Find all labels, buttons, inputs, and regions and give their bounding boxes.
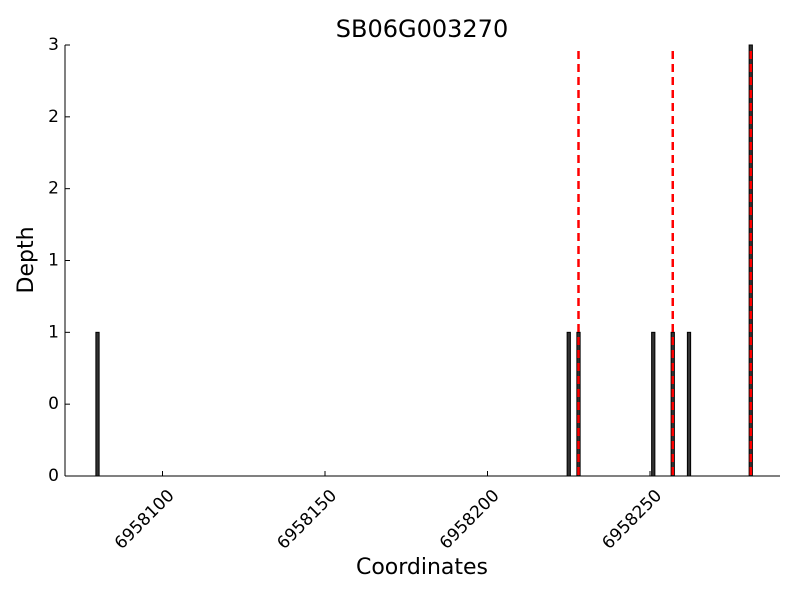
y-tick-label: 0 [48,466,59,486]
y-tick-label: 1 [48,322,59,342]
y-tick-label: 3 [48,35,59,55]
bar [95,331,100,477]
y-tick-label: 2 [48,179,59,199]
bar [686,331,692,477]
y-tick-label: 2 [48,107,59,127]
bar [651,331,656,477]
bar [566,331,571,477]
y-tick-label: 1 [48,251,59,271]
chart-title: SB06G003270 [336,15,508,43]
y-tick-label: 0 [48,394,59,414]
y-axis-label: Depth [14,226,39,293]
x-axis-label: Coordinates [356,555,488,580]
